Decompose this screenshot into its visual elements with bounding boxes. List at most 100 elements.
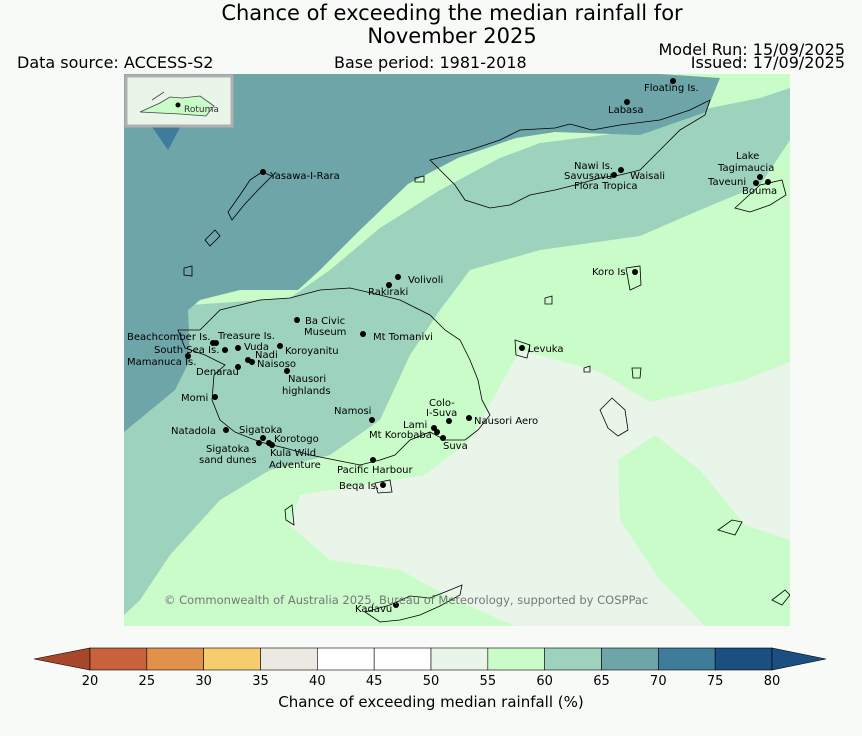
colorbar: 20 25 30 35 40 45 50 55 60 65 70 75 80	[33, 647, 827, 689]
label-volivoli: Volivoli	[408, 275, 443, 286]
label-labasa: Labasa	[608, 105, 644, 116]
model-run: Model Run: 15/09/2025	[658, 40, 846, 59]
label-south-sea-is: South Sea Is.	[154, 345, 219, 356]
colorbar-swatches	[33, 647, 827, 671]
colorbar-tick-45: 45	[366, 674, 383, 689]
marker-koroyanitu	[277, 343, 283, 349]
marker-mamanuca-is	[185, 353, 191, 359]
colorbar-swatch-40-45	[317, 647, 375, 671]
label-levuka: Levuka	[528, 344, 564, 355]
label-beachcomber-is: Beachcomber Is.	[127, 332, 210, 343]
label-pacific-harbour: Pacific Harbour	[337, 465, 414, 476]
colorbar-tick-55: 55	[480, 674, 497, 689]
marker-nausori-aero	[466, 415, 472, 421]
label-flora-tropica: Flora Tropica	[574, 181, 637, 192]
data-source: Data source: ACCESS-S2	[17, 53, 214, 72]
label-mt-korobaba: Mt Korobaba	[369, 430, 432, 441]
label-natadola: Natadola	[171, 426, 216, 437]
beqa-coast	[374, 479, 393, 494]
marker-momi	[212, 394, 218, 400]
label-naisoso: Naisoso	[257, 359, 296, 370]
label-taveuni: Taveuni	[707, 177, 746, 188]
colorbar-ticks: 20 25 30 35 40 45 50 55 60 65 70 75 80	[82, 674, 781, 689]
title-line-1: Chance of exceeding the median rainfall …	[221, 1, 683, 25]
taveuni-coast	[734, 179, 787, 213]
label-denarau: Denarau	[196, 367, 239, 378]
marker-labasa	[624, 99, 630, 105]
label-sand-dunes: sand dunes	[199, 455, 257, 466]
viti-levu-coast	[177, 287, 491, 466]
marker-sigatoka	[260, 435, 266, 441]
label-kadavu: Kadavu	[355, 604, 392, 615]
colorbar-swatch-60-65	[544, 647, 602, 671]
zone-70-75	[124, 74, 720, 432]
marker-treasure-is	[213, 340, 219, 346]
marker-mt-tomanivi	[360, 331, 366, 337]
zone-60-65-south-east	[618, 435, 790, 626]
marker-denarau	[235, 364, 241, 370]
marker-bouma	[765, 179, 771, 185]
batiki-coast	[583, 365, 591, 373]
place-markers	[185, 78, 771, 608]
colorbar-tick-40: 40	[309, 674, 326, 689]
label-tagimaucia: Tagimaucia	[717, 163, 774, 174]
colorbar-tick-50: 50	[423, 674, 440, 689]
label-lami: Lami	[403, 420, 427, 431]
marker-naisoso	[249, 359, 255, 365]
rainfall-map: Rotuma	[124, 74, 790, 626]
gau-coast	[599, 397, 629, 437]
colorbar-tick-65: 65	[593, 674, 610, 689]
marker-lake-tagimaucia	[757, 174, 763, 180]
marker-beqa-is	[380, 482, 386, 488]
colorbar-tick-70: 70	[650, 674, 667, 689]
colorbar-tick-35: 35	[252, 674, 269, 689]
label-bouma: Bouma	[742, 186, 777, 197]
marker-volivoli	[395, 274, 401, 280]
map-title: Chance of exceeding the median rainfall …	[0, 2, 862, 48]
colorbar-swatch-75-80	[714, 647, 773, 671]
label-koroyanitu: Koroyanitu	[285, 346, 339, 357]
label-museum: Museum	[304, 327, 346, 338]
copyright-notice: © Commonwealth of Australia 2025, Bureau…	[164, 593, 648, 607]
label-i-suva: I-Suva	[426, 408, 457, 419]
label-koro-is: Koro Is.	[592, 267, 629, 278]
marker-namosi	[369, 417, 375, 423]
label-nausori: Nausori	[288, 374, 326, 385]
label-nadi: Nadi	[255, 350, 278, 361]
place-labels: Floating Is. Labasa Yasawa-I-Rara Nawi I…	[127, 83, 777, 615]
marker-levuka	[519, 345, 525, 351]
colorbar-tick-80: 80	[764, 674, 781, 689]
ovalau-coast	[514, 339, 531, 359]
colorbar-tick-25: 25	[139, 674, 156, 689]
colorbar-swatch-30-35	[203, 647, 261, 671]
marker-south-sea-is	[222, 347, 228, 353]
koro-coast	[625, 265, 642, 291]
label-mamanuca-is: Mamanuca Is.	[127, 357, 196, 368]
rotuma-marker	[175, 102, 181, 108]
colorbar-swatch-65-70	[601, 647, 659, 671]
label-adventure: Adventure	[269, 460, 321, 471]
marker-vuda	[235, 345, 241, 351]
label-sigatoka: Sigatoka	[239, 425, 282, 436]
colorbar-swatch-35-40	[260, 647, 318, 671]
label-savusavu: Savusavu	[564, 171, 612, 182]
colorbar-label: Chance of exceeding median rainfall (%)	[278, 693, 584, 711]
zone-65-70	[124, 88, 790, 615]
marker-savusavu	[611, 172, 617, 178]
marker-nausori-highlands	[284, 368, 290, 374]
colorbar-swatch-55-60	[487, 647, 545, 671]
marker-pacific-harbour	[370, 457, 376, 463]
label-treasure-is: Treasure Is.	[217, 331, 275, 342]
marker-koro-is	[632, 269, 638, 275]
marker-colo-i-suva	[446, 418, 452, 424]
colorbar-arrow-low	[33, 647, 91, 671]
label-momi: Momi	[181, 393, 208, 404]
marker-nawi-is	[618, 167, 624, 173]
waya-coast	[183, 265, 193, 277]
marker-natadola	[223, 427, 229, 433]
moala-coast	[717, 519, 743, 536]
label-mt-tomanivi: Mt Tomanivi	[373, 332, 433, 343]
label-yasawa-i-rara: Yasawa-I-Rara	[269, 171, 340, 182]
rotuma-label: Rotuma	[184, 105, 219, 115]
coastlines	[177, 99, 790, 623]
